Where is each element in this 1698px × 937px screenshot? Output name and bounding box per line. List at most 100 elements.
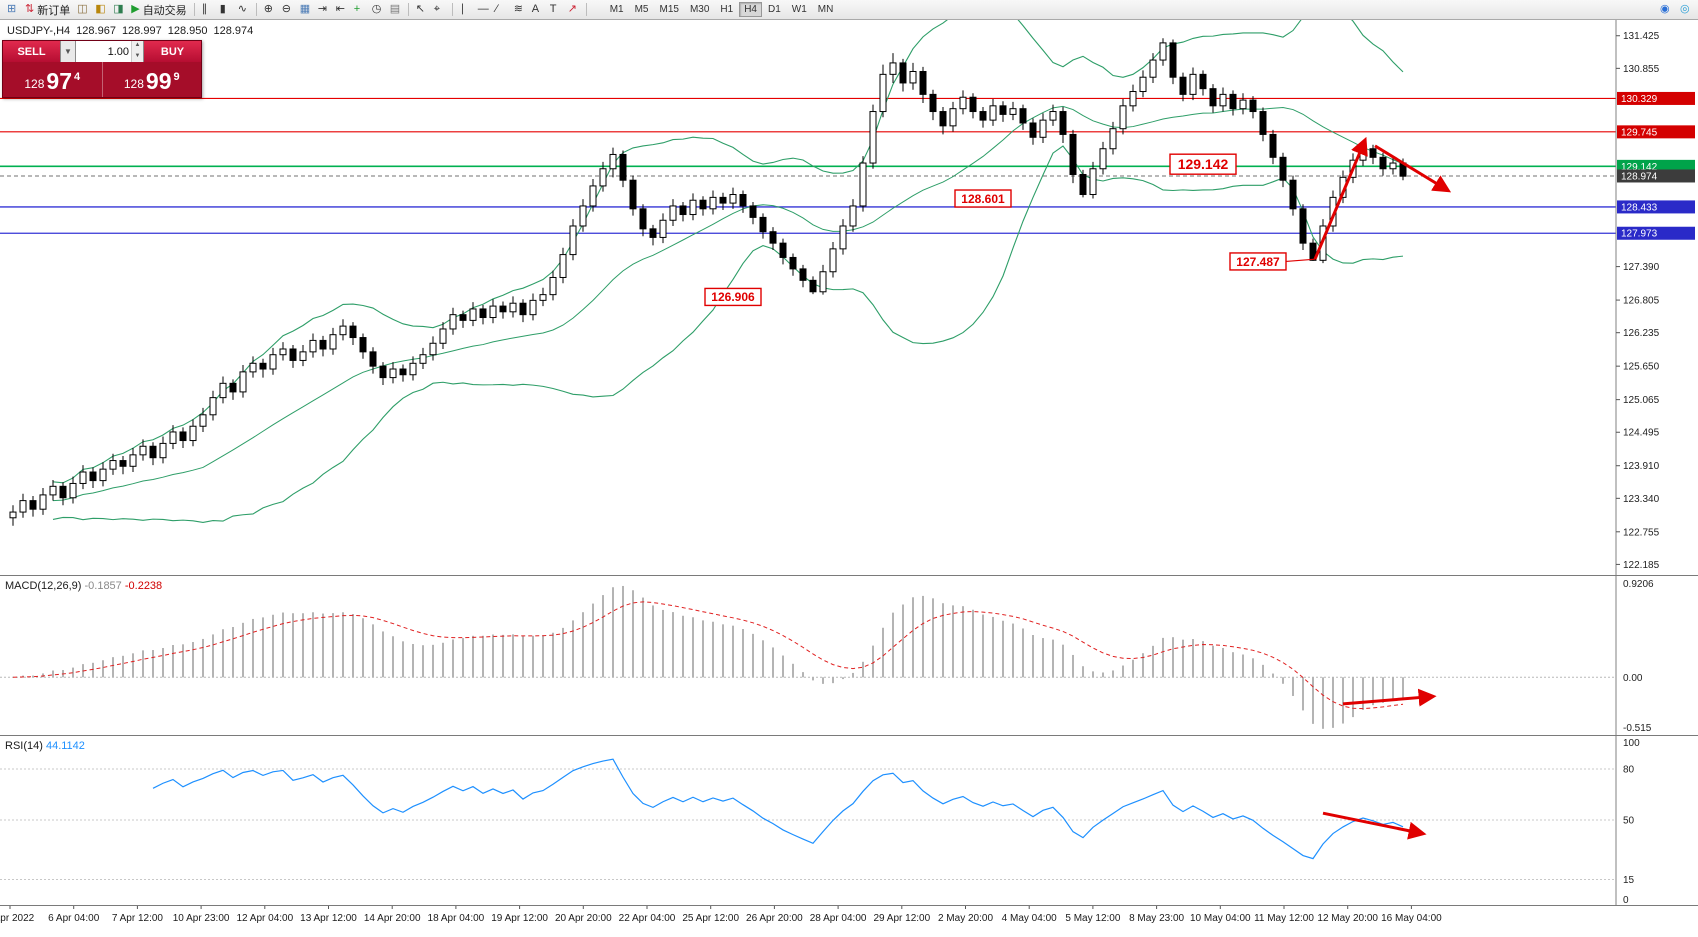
candle-body bbox=[969, 96, 977, 113]
timeframe-m30[interactable]: M30 bbox=[685, 2, 714, 17]
horizontal-line-icon: ― bbox=[477, 3, 489, 15]
zoom-out-icon[interactable]: ⊖ bbox=[279, 1, 296, 18]
price-annotation-box-128.601[interactable] bbox=[954, 189, 1012, 208]
new-order-button-label: 新订单 bbox=[37, 4, 71, 17]
price-annotation-box-129.142[interactable] bbox=[1169, 153, 1237, 175]
rsi-axis-label: 15 bbox=[1623, 875, 1635, 886]
timeframe-m1[interactable]: M1 bbox=[605, 2, 629, 17]
candle-body bbox=[1199, 73, 1207, 90]
text-icon[interactable]: A bbox=[529, 1, 546, 18]
crosshair-icon: ⌖ bbox=[433, 3, 440, 15]
price-axis-label: 125.065 bbox=[1623, 395, 1660, 406]
price-annotation-box-127.487[interactable] bbox=[1229, 252, 1287, 271]
price-tag-127.973[interactable] bbox=[1617, 226, 1695, 240]
time-axis-label: 26 Apr 20:00 bbox=[746, 913, 803, 924]
sell-price-handle: 128 bbox=[24, 77, 45, 91]
chart-line-icon[interactable]: ∿ bbox=[235, 1, 252, 18]
price-tag-129.745-text: 129.745 bbox=[1621, 127, 1658, 138]
help-icon: ◉ bbox=[1660, 3, 1670, 15]
autotrade-button[interactable]: ▶ 自动交易 bbox=[128, 1, 189, 18]
price-axis-label: 126.805 bbox=[1623, 296, 1660, 307]
time-axis[interactable]: 6 Apr 2022 6 Apr 04:00 7 Apr 12:00 10 Apr 2… bbox=[0, 905, 1442, 924]
candle-body bbox=[1179, 76, 1187, 95]
bollinger-lower-band bbox=[52, 145, 1404, 523]
sell-button[interactable]: SELL bbox=[3, 41, 60, 62]
vertical-line-icon[interactable]: ∣ bbox=[457, 1, 474, 18]
rsi-panel[interactable]: RSI(14) 44.1142 bbox=[0, 740, 1616, 880]
cursor-icon[interactable]: ↖ bbox=[413, 1, 430, 18]
lot-dropdown-arrow-icon[interactable]: ▼ bbox=[60, 41, 75, 62]
chart-candles-icon[interactable]: ▮ bbox=[217, 1, 234, 18]
templates-icon[interactable]: ▤ bbox=[387, 1, 404, 18]
timeframe-m5[interactable]: M5 bbox=[630, 2, 654, 17]
price-tag-130.329[interactable] bbox=[1617, 91, 1695, 105]
price-axis-label: 122.755 bbox=[1623, 527, 1660, 538]
arrows-icon[interactable]: ↗ bbox=[565, 1, 582, 18]
timeframe-switcher: M1 M5 M15 M30 H1 H4 D1 W1 MN bbox=[605, 2, 839, 17]
candle-body bbox=[229, 382, 237, 393]
chart-bars-icon[interactable]: ∥ bbox=[199, 1, 216, 18]
sell-price[interactable]: 128 97 4 bbox=[3, 62, 103, 97]
fibonacci-icon[interactable]: ≋ bbox=[511, 1, 528, 18]
toolbar-separator bbox=[255, 3, 257, 16]
periods-icon[interactable]: ◷ bbox=[369, 1, 386, 18]
price-axis-label: 123.910 bbox=[1623, 461, 1660, 472]
annotations[interactable]: 129.142 128.601 127.487 126.906 bbox=[704, 136, 1452, 840]
text-label-icon[interactable]: T bbox=[547, 1, 564, 18]
candle-body bbox=[599, 168, 607, 187]
timeframe-m15[interactable]: M15 bbox=[655, 2, 684, 17]
price-annotation-box-126.906[interactable] bbox=[704, 287, 762, 307]
horizontal-price-lines[interactable] bbox=[0, 97, 1616, 234]
trend-arrow-main[interactable] bbox=[1374, 144, 1452, 193]
candle-body bbox=[1019, 108, 1027, 124]
zoom-in-icon[interactable]: ⊕ bbox=[261, 1, 278, 18]
horizontal-line-icon[interactable]: ― bbox=[475, 1, 492, 18]
candle-body bbox=[519, 302, 527, 316]
chart-profiles-icon[interactable]: ◫ bbox=[74, 1, 91, 18]
timeframe-h1[interactable]: H1 bbox=[715, 2, 738, 17]
timeframe-mn[interactable]: MN bbox=[813, 2, 839, 17]
tile-windows-icon[interactable]: ▦ bbox=[297, 1, 314, 18]
price-axis[interactable]: 131.425 130.855 127.390 126.805 126.235 125.6… bbox=[1615, 20, 1698, 906]
auto-scroll-icon[interactable]: ⇥ bbox=[315, 1, 332, 18]
new-chart-icon: ⊞ bbox=[7, 3, 17, 15]
data-window-icon[interactable]: ◨ bbox=[110, 1, 127, 18]
timeframe-w1[interactable]: W1 bbox=[787, 2, 812, 17]
candle-body bbox=[649, 228, 657, 238]
candle-body bbox=[1309, 242, 1317, 261]
candle-body bbox=[1369, 148, 1377, 158]
chat-icon[interactable]: ◎ bbox=[1677, 1, 1694, 18]
price-tag-129.745[interactable] bbox=[1617, 125, 1695, 139]
price-tag-128.433[interactable] bbox=[1617, 200, 1695, 214]
trendline-icon[interactable]: ∕ bbox=[493, 1, 510, 18]
new-chart-icon[interactable]: ⊞ bbox=[4, 1, 21, 18]
market-watch-icon[interactable]: ◧ bbox=[92, 1, 109, 18]
new-order-button[interactable]: ⇅ 新订单 bbox=[22, 1, 73, 18]
bollinger-middle-band bbox=[52, 105, 1404, 502]
autotrade-button-label: 自动交易 bbox=[142, 4, 187, 17]
lot-input[interactable] bbox=[76, 41, 131, 62]
time-axis-label: 10 May 04:00 bbox=[1190, 913, 1251, 924]
timeframe-d1[interactable]: D1 bbox=[763, 2, 786, 17]
trend-arrow-main[interactable] bbox=[1313, 136, 1368, 260]
lot-increment-icon[interactable]: ▲ bbox=[132, 41, 143, 52]
timeframe-h4[interactable]: H4 bbox=[739, 2, 762, 17]
candle-body bbox=[909, 70, 917, 84]
macd-panel[interactable]: MACD(12,26,9) -0.1857 -0.2238 bbox=[0, 580, 1616, 729]
crosshair-icon[interactable]: ⌖ bbox=[431, 1, 448, 18]
trend-arrow-rsi[interactable] bbox=[1322, 811, 1427, 840]
indicators-icon[interactable]: + bbox=[351, 1, 368, 18]
indicators-icon: + bbox=[353, 3, 361, 15]
candle-body bbox=[1239, 99, 1247, 110]
candle-body bbox=[659, 219, 667, 238]
buy-button[interactable]: BUY bbox=[144, 41, 201, 62]
trend-arrow-macd[interactable] bbox=[1342, 688, 1437, 707]
buy-price[interactable]: 128 99 9 bbox=[103, 62, 202, 97]
current-price-tag[interactable] bbox=[1617, 169, 1695, 183]
candle-body bbox=[339, 325, 347, 336]
help-icon[interactable]: ◉ bbox=[1657, 1, 1674, 18]
main-toolbar: ⊞ ⇅ 新订单 ◫ ◧ ◨ ▶ 自动交易 ∥ ▮ ∿ ⊕ ⊖ ▦ ⇥ ⇤ + ◷ ▤ ↖ ⌖ ∣ ― ∕ ≋ A T ↗ M1 M5 M15… bbox=[0, 0, 1698, 20]
lot-decrement-icon[interactable]: ▼ bbox=[132, 51, 143, 62]
chart-shift-icon[interactable]: ⇤ bbox=[333, 1, 350, 18]
